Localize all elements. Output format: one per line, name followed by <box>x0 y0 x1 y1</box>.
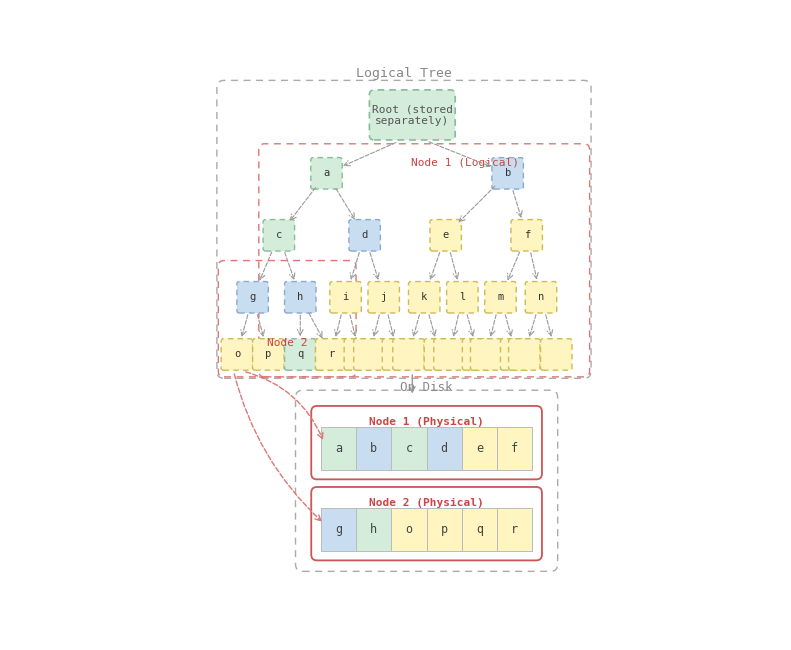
FancyBboxPatch shape <box>316 339 347 370</box>
FancyBboxPatch shape <box>471 339 502 370</box>
FancyBboxPatch shape <box>463 339 494 370</box>
FancyBboxPatch shape <box>252 339 284 370</box>
FancyBboxPatch shape <box>540 339 572 370</box>
FancyBboxPatch shape <box>356 508 392 551</box>
Text: p: p <box>441 523 448 536</box>
FancyBboxPatch shape <box>221 339 252 370</box>
Text: l: l <box>460 292 465 302</box>
Text: Node 1 (Physical): Node 1 (Physical) <box>369 417 484 428</box>
FancyBboxPatch shape <box>408 281 440 313</box>
Text: Node 2 (Physical): Node 2 (Physical) <box>369 499 484 508</box>
Text: r: r <box>511 523 518 536</box>
Text: g: g <box>249 292 255 302</box>
Text: q: q <box>476 523 483 536</box>
Text: d: d <box>361 230 368 240</box>
Text: r: r <box>328 350 335 359</box>
Text: a: a <box>324 168 330 178</box>
Text: e: e <box>476 442 483 455</box>
FancyBboxPatch shape <box>354 339 385 370</box>
Text: Logical Tree: Logical Tree <box>356 68 452 81</box>
FancyBboxPatch shape <box>462 427 498 471</box>
Text: b: b <box>370 442 377 455</box>
FancyBboxPatch shape <box>498 427 532 471</box>
FancyBboxPatch shape <box>424 339 456 370</box>
Text: d: d <box>441 442 448 455</box>
FancyBboxPatch shape <box>393 339 424 370</box>
FancyBboxPatch shape <box>525 281 557 313</box>
FancyBboxPatch shape <box>344 339 376 370</box>
Text: h: h <box>370 523 377 536</box>
FancyBboxPatch shape <box>285 339 316 370</box>
Text: Node 1 (Logical): Node 1 (Logical) <box>411 158 519 168</box>
FancyBboxPatch shape <box>368 281 399 313</box>
FancyBboxPatch shape <box>369 90 455 140</box>
Text: b: b <box>505 168 511 178</box>
Text: q: q <box>297 350 304 359</box>
Text: o: o <box>234 350 240 359</box>
FancyBboxPatch shape <box>498 508 532 551</box>
FancyBboxPatch shape <box>330 281 361 313</box>
FancyBboxPatch shape <box>430 220 461 251</box>
Text: f: f <box>511 442 518 455</box>
FancyBboxPatch shape <box>263 220 294 251</box>
FancyBboxPatch shape <box>311 157 343 189</box>
FancyBboxPatch shape <box>349 220 380 251</box>
FancyBboxPatch shape <box>356 427 392 471</box>
FancyBboxPatch shape <box>321 508 356 551</box>
FancyBboxPatch shape <box>509 339 540 370</box>
FancyBboxPatch shape <box>462 508 498 551</box>
Text: o: o <box>406 523 413 536</box>
Text: m: m <box>498 292 504 302</box>
FancyBboxPatch shape <box>426 427 462 471</box>
FancyBboxPatch shape <box>392 508 426 551</box>
Text: Root (stored
separately): Root (stored separately) <box>372 104 452 125</box>
Text: p: p <box>265 350 271 359</box>
Text: k: k <box>421 292 427 302</box>
FancyBboxPatch shape <box>511 220 543 251</box>
FancyBboxPatch shape <box>316 339 347 370</box>
FancyBboxPatch shape <box>433 339 465 370</box>
Text: j: j <box>380 292 387 302</box>
Text: i: i <box>343 292 349 302</box>
FancyBboxPatch shape <box>501 339 532 370</box>
Text: n: n <box>538 292 544 302</box>
FancyBboxPatch shape <box>321 427 356 471</box>
Text: e: e <box>442 230 448 240</box>
FancyBboxPatch shape <box>382 339 414 370</box>
FancyBboxPatch shape <box>237 281 268 313</box>
FancyBboxPatch shape <box>392 427 426 471</box>
Text: On Disk: On Disk <box>400 380 453 393</box>
FancyBboxPatch shape <box>492 157 524 189</box>
Text: h: h <box>297 292 304 302</box>
Text: c: c <box>406 442 413 455</box>
Text: f: f <box>524 230 530 240</box>
Text: a: a <box>335 442 342 455</box>
FancyBboxPatch shape <box>485 281 517 313</box>
Text: c: c <box>276 230 282 240</box>
Text: Node 2: Node 2 <box>267 337 308 348</box>
FancyBboxPatch shape <box>426 508 462 551</box>
FancyBboxPatch shape <box>447 281 478 313</box>
FancyBboxPatch shape <box>285 281 316 313</box>
Text: g: g <box>335 523 342 536</box>
